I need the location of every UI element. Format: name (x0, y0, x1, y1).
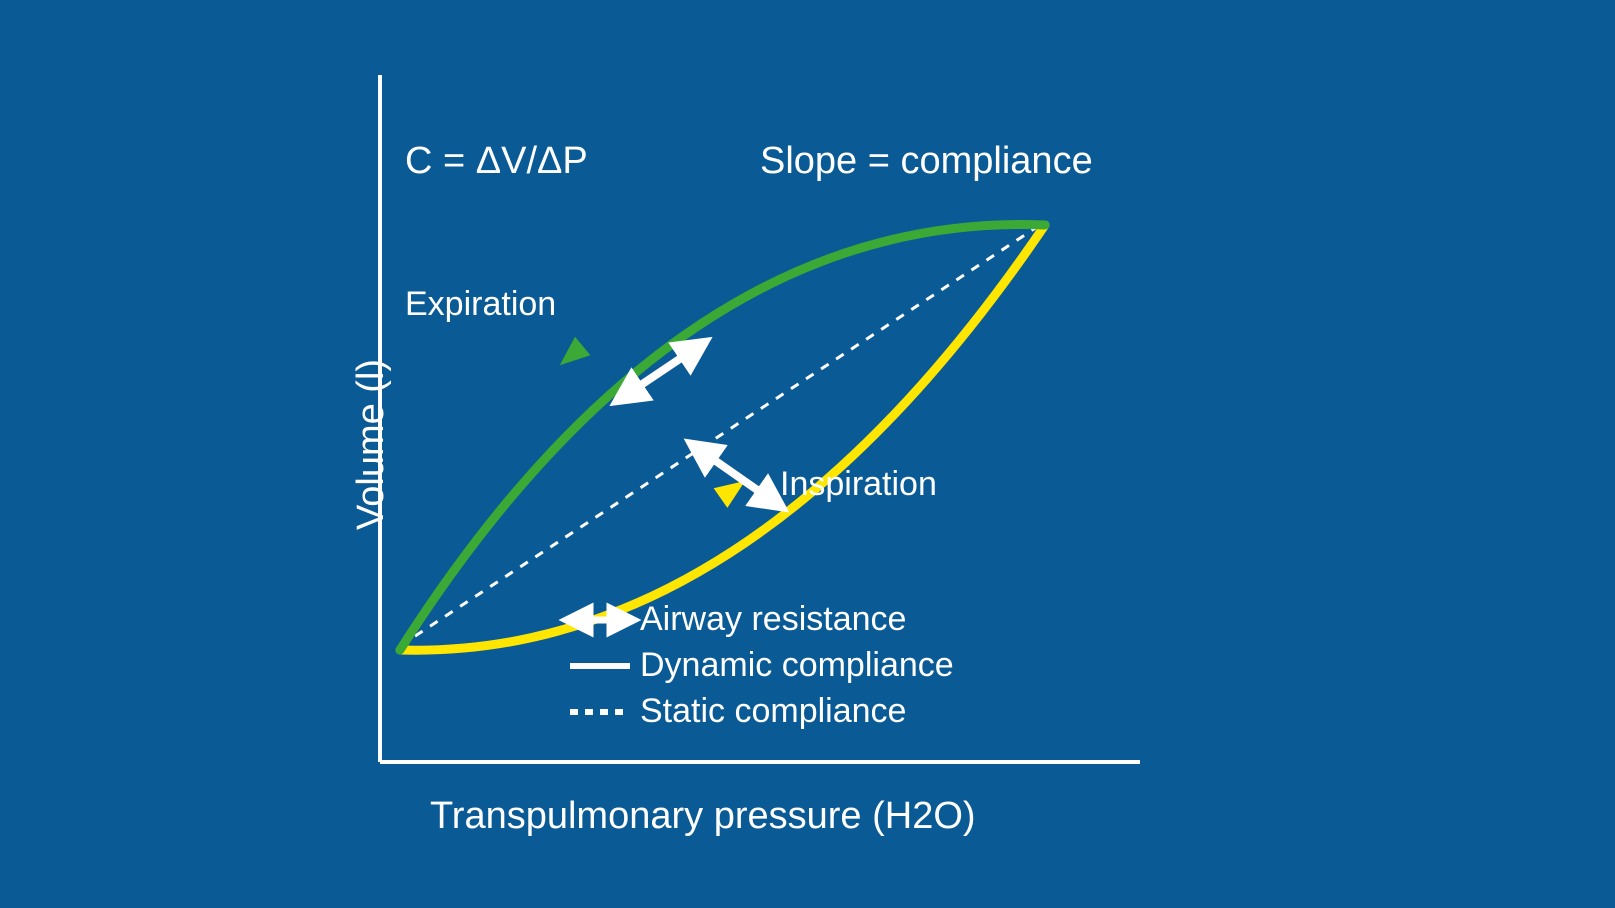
inspiration-label: Inspiration (780, 465, 937, 504)
diagram-stage: C = ΔV/ΔP Slope = compliance Expiration … (0, 0, 1615, 908)
legend-symbols (570, 620, 630, 712)
compliance-loop-chart (0, 0, 1615, 908)
legend-item-static-compliance: Static compliance (640, 692, 906, 731)
compliance-formula: C = ΔV/ΔP (405, 140, 588, 183)
legend-item-dynamic-compliance: Dynamic compliance (640, 646, 954, 685)
slope-label: Slope = compliance (760, 140, 1093, 183)
expiration-label: Expiration (405, 285, 556, 324)
x-axis-label: Transpulmonary pressure (H2O) (430, 795, 976, 838)
legend-item-airway-resistance: Airway resistance (640, 600, 906, 639)
expiration-arrowhead (552, 337, 590, 375)
y-axis-label: Volume (l) (350, 359, 393, 530)
